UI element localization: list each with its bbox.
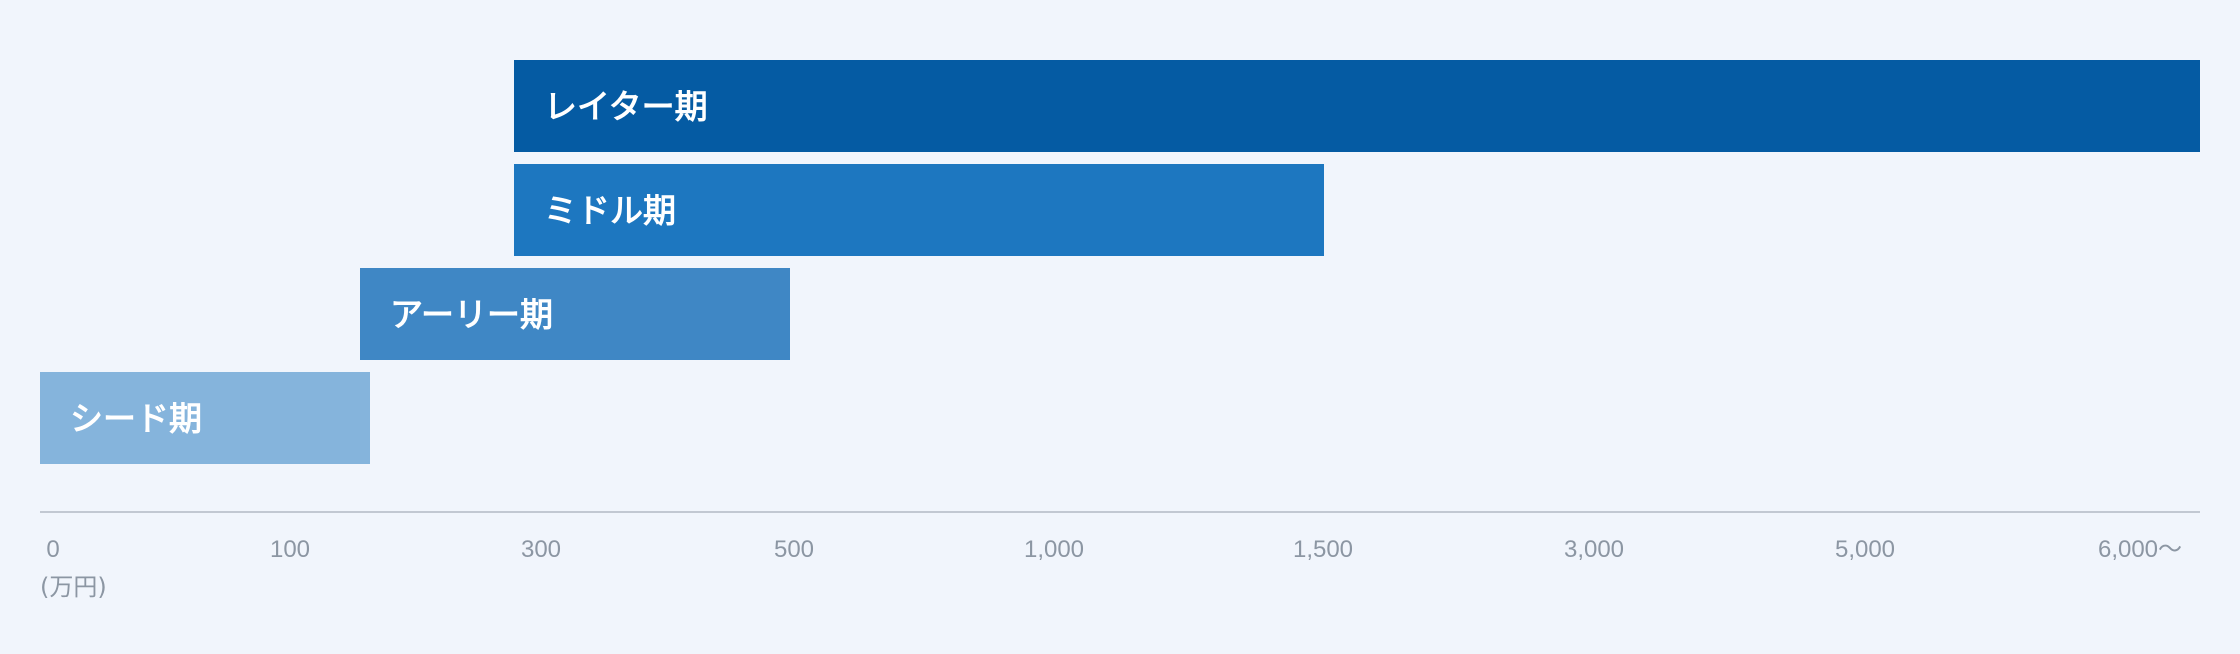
bar-label-3: シード期: [70, 399, 202, 438]
x-tick-label-3: 500: [774, 536, 814, 563]
x-tick-label-7: 5,000: [1835, 536, 1895, 563]
bar-2: [360, 268, 790, 360]
bar-label-0: レイター期: [544, 87, 708, 126]
bar-3: [40, 372, 370, 464]
x-tick-label-5: 1,500: [1293, 536, 1353, 563]
x-axis-unit-label: (万円): [40, 573, 107, 601]
x-tick-label-0: 0: [46, 536, 59, 563]
bar-0: [514, 60, 2200, 152]
x-tick-label-1: 100: [270, 536, 310, 563]
x-axis-ticks: 0 100 300 500 1,000 1,500 3,000 5,000 6,000～: [46, 536, 2182, 563]
bar-1: [514, 164, 1324, 256]
x-tick-label-4: 1,000: [1024, 536, 1084, 563]
x-tick-label-8: 6,000～: [2098, 536, 2182, 563]
x-tick-label-6: 3,000: [1564, 536, 1624, 563]
bar-label-2: アーリー期: [390, 295, 553, 334]
x-tick-label-2: 300: [521, 536, 561, 563]
bar-label-1: ミドル期: [544, 191, 676, 230]
